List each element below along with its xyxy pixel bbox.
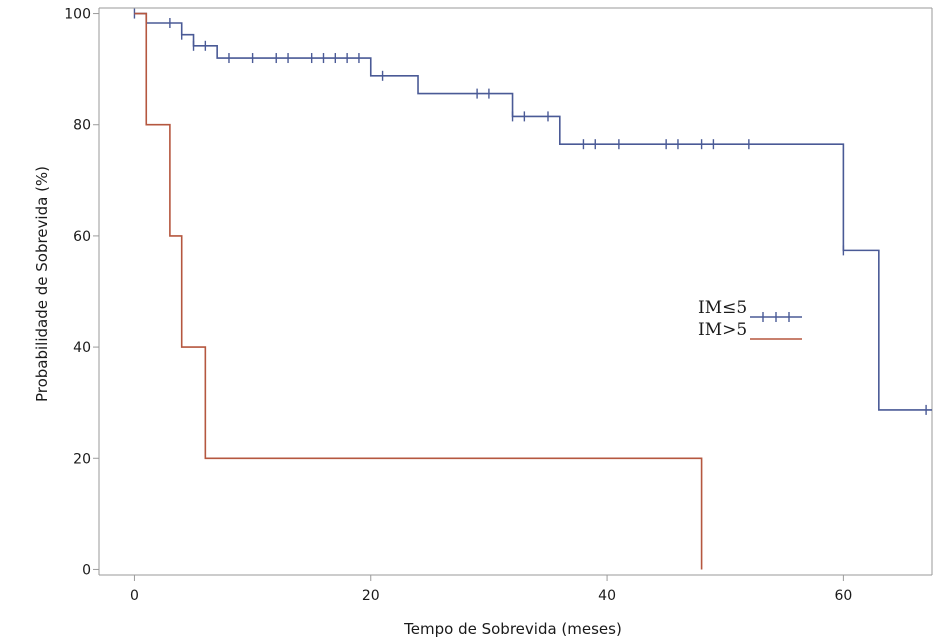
x-axis-label: Tempo de Sobrevida (meses)	[403, 620, 622, 638]
series-layer	[133, 8, 932, 570]
series-line	[134, 12, 932, 411]
x-ticks: 0 20 40 60	[130, 575, 852, 604]
y-tick-label: 40	[73, 340, 91, 356]
y-tick-label: 0	[82, 562, 91, 578]
legend: IM≤5IM>5	[698, 298, 802, 340]
y-tick-label: 100	[64, 7, 91, 23]
y-ticks: 0 20 40 60 80 100	[64, 7, 99, 578]
axes-frame	[98, 7, 933, 576]
y-tick-label: 60	[73, 229, 91, 245]
series-2	[134, 12, 703, 570]
y-axis-label: Probabilidade de Sobrevida (%)	[33, 166, 51, 402]
y-tick-label: 20	[73, 451, 91, 467]
series-1	[133, 8, 932, 415]
x-tick-label: 20	[362, 588, 380, 604]
y-tick-label: 80	[73, 118, 91, 134]
x-tick-label: 60	[834, 588, 852, 604]
x-tick-label: 40	[598, 588, 616, 604]
legend-label: IM>5	[698, 320, 747, 340]
series-line	[134, 12, 703, 570]
legend-label: IM≤5	[698, 298, 747, 318]
x-tick-label: 0	[130, 588, 139, 604]
